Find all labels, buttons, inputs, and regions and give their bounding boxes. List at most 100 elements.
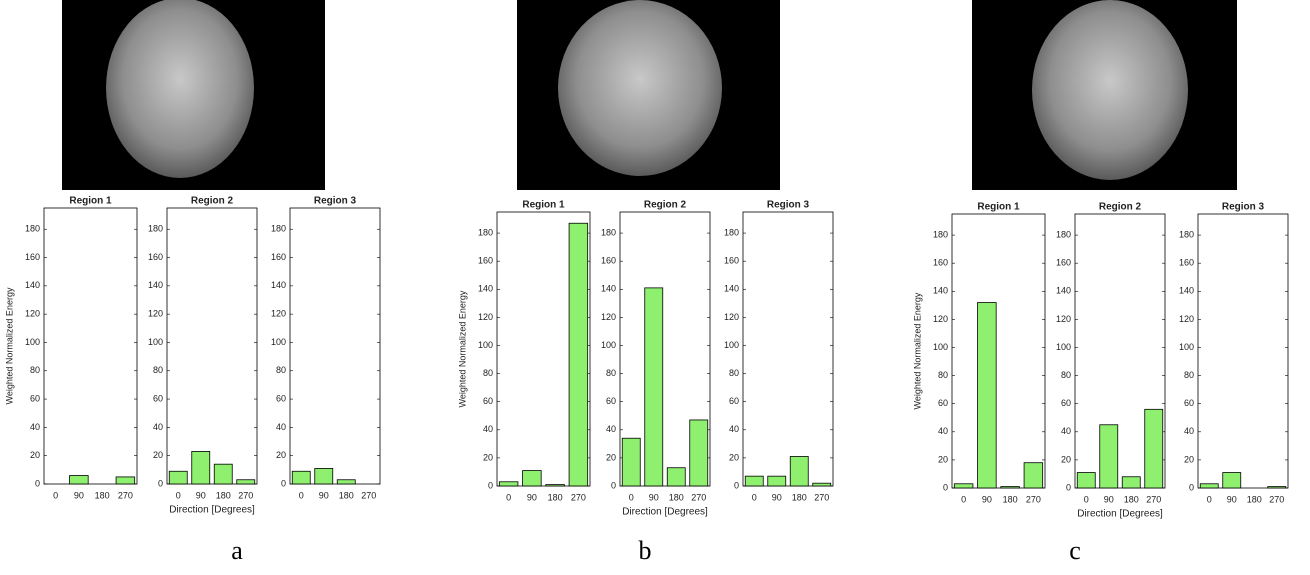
y-tick-label: 100 [148,337,163,347]
bar [813,483,831,486]
chart-title: Region 2 [644,200,687,211]
y-tick-label: 20 [729,452,739,462]
x-tick-label: 180 [548,492,563,502]
y-tick-label: 160 [1179,258,1194,268]
bar [237,480,255,484]
x-tick-label: 0 [299,490,304,500]
chart-title: Region 1 [69,196,112,207]
x-tick-label: 180 [669,492,684,502]
y-tick-label: 140 [148,280,163,290]
y-tick-label: 160 [1056,258,1071,268]
x-tick-label: 270 [814,492,829,502]
x-tick-label: 0 [1207,494,1212,504]
x-tick-label: 180 [95,490,110,500]
y-tick-label: 20 [606,452,616,462]
bar [169,471,187,484]
chart-title: Region 3 [314,196,357,207]
x-axis-label: Direction [Degrees] [1077,509,1163,520]
y-tick-label: 140 [271,280,286,290]
bar [337,480,355,484]
x-tick-label: 180 [216,490,231,500]
chart-title: Region 1 [977,202,1020,213]
bar [645,288,663,486]
y-tick-label: 80 [483,368,493,378]
y-tick-label: 120 [1056,314,1071,324]
x-tick-label: 0 [629,492,634,502]
x-tick-label: 90 [772,492,782,502]
x-tick-label: 90 [1227,494,1237,504]
face-image [517,0,780,190]
y-tick-label: 120 [601,312,616,322]
y-tick-label: 120 [478,312,493,322]
y-tick-label: 100 [478,340,493,350]
y-tick-label: 180 [25,224,40,234]
bar [523,471,542,486]
bar [546,485,565,486]
x-tick-label: 180 [1124,494,1139,504]
bar [954,484,973,488]
y-tick-label: 0 [158,478,163,488]
y-tick-label: 140 [1056,286,1071,296]
x-tick-label: 180 [339,490,354,500]
y-tick-label: 20 [30,450,40,460]
plot-area [167,208,257,484]
bar [622,438,640,486]
plot-area [952,214,1045,488]
y-tick-label: 80 [938,370,948,380]
plot-area [1198,214,1288,488]
y-tick-label: 20 [1061,454,1071,464]
y-axis-label: Weighted Normalized Energy [912,292,922,409]
x-tick-label: 0 [176,490,181,500]
y-tick-label: 180 [1179,229,1194,239]
y-tick-label: 40 [30,422,40,432]
y-tick-label: 160 [724,256,739,266]
y-tick-label: 40 [1061,426,1071,436]
bar [1024,463,1043,488]
y-tick-label: 0 [1066,482,1071,492]
y-tick-label: 60 [483,396,493,406]
y-tick-label: 180 [601,227,616,237]
y-tick-label: 180 [724,227,739,237]
y-tick-label: 180 [1056,229,1071,239]
bar [315,468,333,484]
y-axis-label: Weighted Normalized Energy [4,287,14,404]
y-tick-label: 120 [1179,314,1194,324]
bar [745,476,763,486]
y-tick-label: 60 [276,393,286,403]
y-tick-label: 100 [724,340,739,350]
y-tick-label: 0 [281,478,286,488]
y-tick-label: 20 [276,450,286,460]
y-tick-label: 80 [276,365,286,375]
bar [1122,477,1140,488]
x-tick-label: 180 [1247,494,1262,504]
x-tick-label: 90 [982,494,992,504]
x-tick-label: 90 [196,490,206,500]
x-tick-label: 270 [361,490,376,500]
y-tick-label: 100 [271,337,286,347]
bar [1001,487,1020,488]
y-tick-label: 160 [148,252,163,262]
chart-title: Region 3 [1222,202,1265,213]
x-tick-label: 0 [53,490,58,500]
y-tick-label: 100 [601,340,616,350]
y-axis-label: Weighted Normalized Energy [457,290,467,407]
bar [1223,473,1241,488]
y-tick-label: 100 [25,337,40,347]
y-tick-label: 80 [729,368,739,378]
bar [292,471,310,484]
y-tick-label: 60 [1184,398,1194,408]
bar [569,223,588,486]
y-tick-label: 0 [488,480,493,490]
bar [667,468,685,486]
y-tick-label: 20 [938,454,948,464]
bar [1077,473,1095,488]
x-tick-label: 0 [961,494,966,504]
x-tick-label: 90 [319,490,329,500]
y-tick-label: 160 [271,252,286,262]
y-tick-label: 60 [30,393,40,403]
y-tick-label: 120 [724,312,739,322]
y-tick-label: 0 [35,478,40,488]
bar [116,477,135,484]
bar [214,464,232,484]
bar [1200,484,1218,488]
